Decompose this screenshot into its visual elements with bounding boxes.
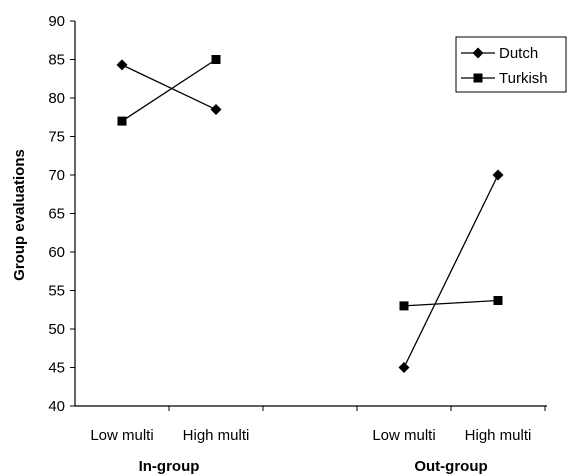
y-tick-label: 60 [48,244,65,261]
data-point-dutch [492,169,504,181]
y-tick-label: 80 [48,90,65,107]
group-label: Out-group [414,458,487,475]
y-tick-label: 45 [48,360,65,377]
legend: Dutch Turkish [455,36,567,93]
legend-marker-turkish [473,73,483,83]
legend-label: Dutch [499,45,538,62]
y-tick-label: 50 [48,321,65,338]
legend-label: Turkish [499,70,548,87]
y-tick-label: 90 [48,13,65,30]
y-tick-label: 75 [48,129,65,146]
y-ticks: 40 45 50 55 60 65 70 75 80 85 90 [48,13,75,415]
y-tick-label: 85 [48,52,65,69]
group-label: In-group [139,458,200,475]
data-point-dutch [398,362,410,373]
data-point-dutch [210,104,222,116]
x-tick-labels: Low multi High multi Low multi High multi [90,427,531,444]
series-line-dutch [403,174,499,368]
group-labels: In-group Out-group [139,458,488,475]
x-tick-label: High multi [183,427,250,444]
data-point-turkish [399,301,409,311]
legend-marker-dutch [472,47,484,59]
x-tick-label: Low multi [372,427,435,444]
series-line-dutch [121,64,217,111]
y-tick-label: 40 [48,398,65,415]
data-point-turkish [493,296,503,306]
y-tick-label: 55 [48,283,65,300]
data-point-turkish [117,116,127,126]
data-point-turkish [211,55,221,64]
y-axis-label: Group evaluations [11,149,28,281]
series-line-turkish [121,58,217,122]
data-point-dutch [116,59,128,71]
series-markers [116,55,504,373]
series-line-turkish [403,299,499,307]
x-tick-label: Low multi [90,427,153,444]
x-tick-label: High multi [465,427,532,444]
y-tick-label: 65 [48,206,65,223]
y-tick-label: 70 [48,167,65,184]
series-lines [121,58,499,368]
legend-box [455,36,567,93]
